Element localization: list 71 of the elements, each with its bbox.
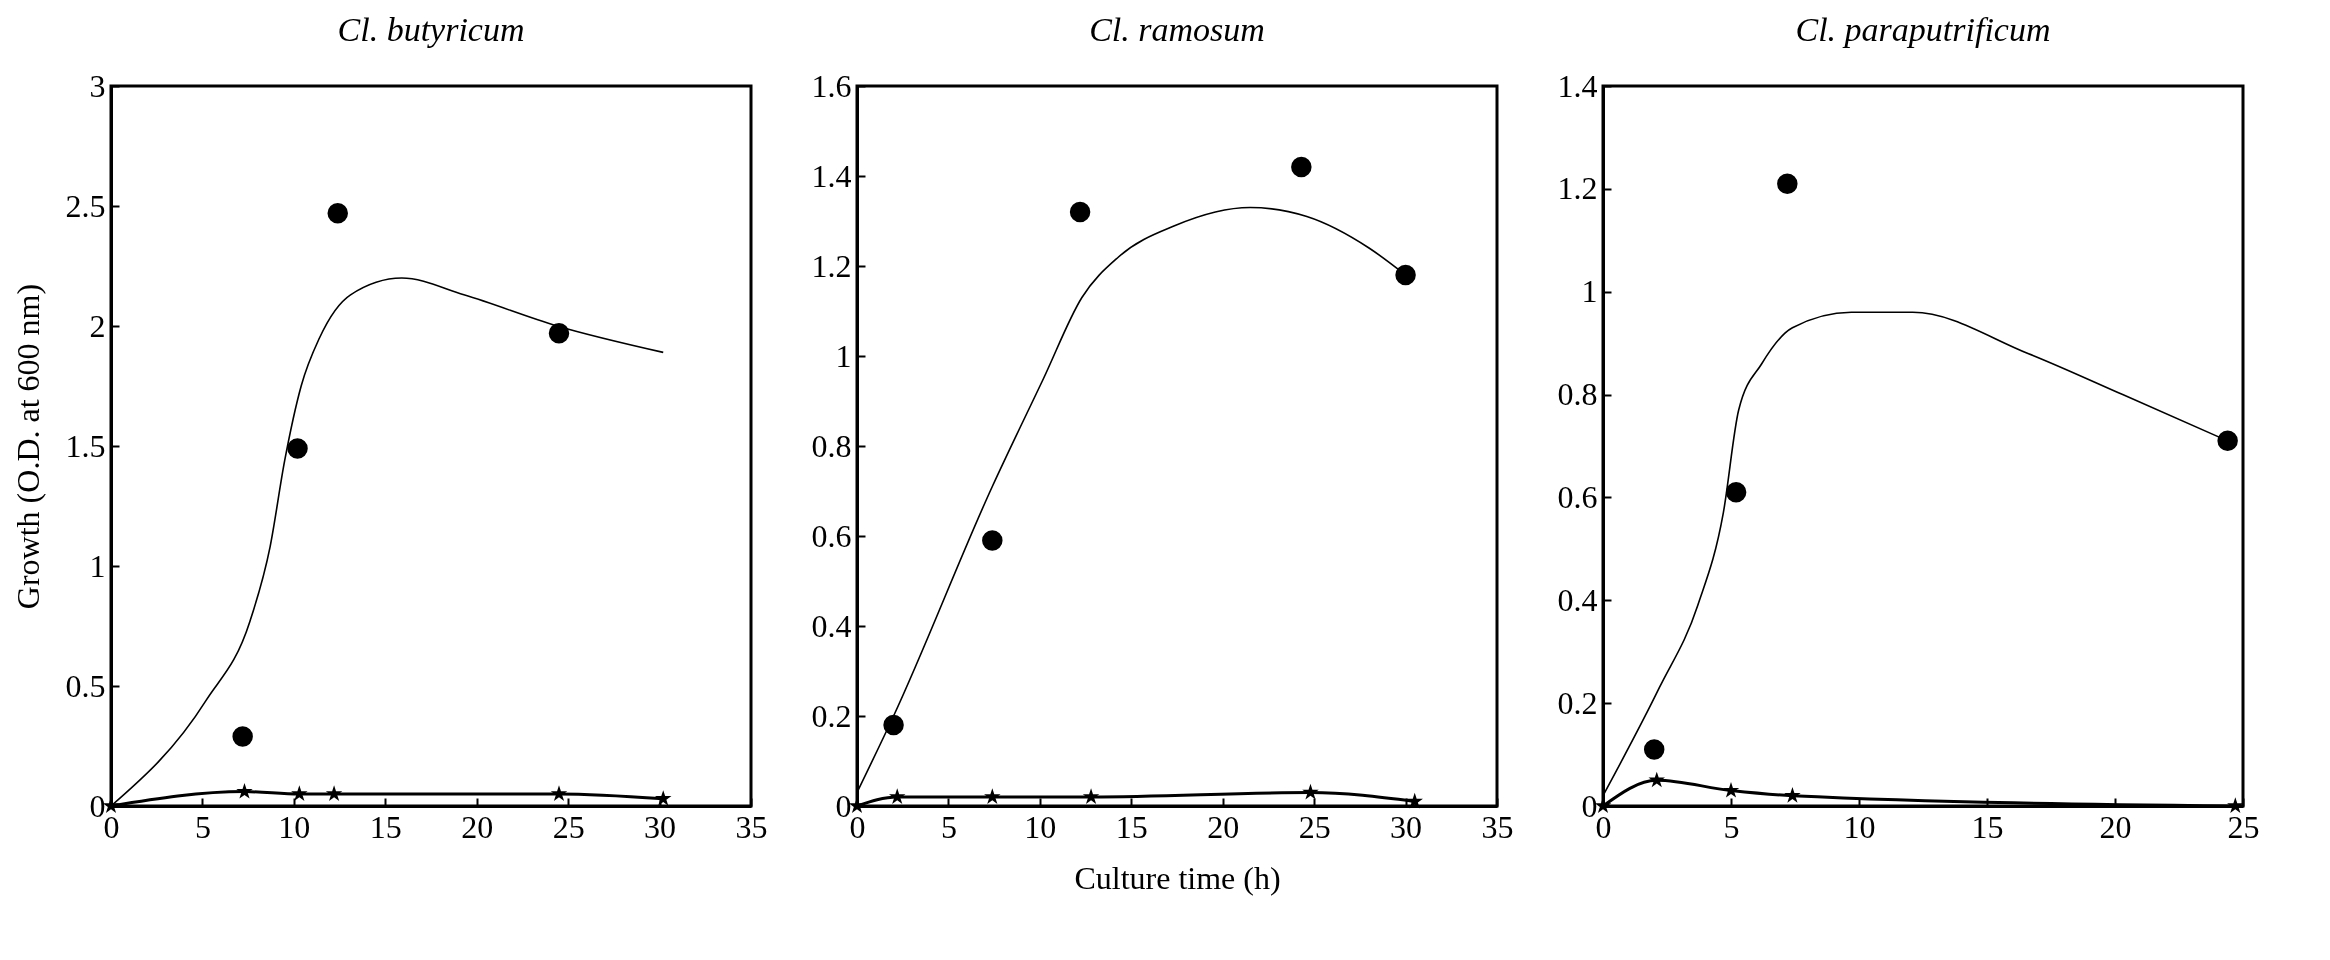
y-tick-label: 2 xyxy=(89,307,106,344)
point xyxy=(1406,792,1423,809)
point xyxy=(1069,201,1091,223)
y-tick-label: 1 xyxy=(835,337,852,374)
point xyxy=(232,726,253,747)
y-tick-label: 2.5 xyxy=(65,187,106,224)
y-tick-label: 0.2 xyxy=(1557,684,1598,721)
y-tick-label: 1.6 xyxy=(811,67,852,104)
y-tick-label: 0.4 xyxy=(1557,581,1598,618)
x-tick-label: 10 xyxy=(1843,808,1876,845)
y-tick-label: 0.6 xyxy=(1557,478,1598,515)
y-tick-label: 0.8 xyxy=(811,427,852,464)
y-tick-label: 1.2 xyxy=(1557,170,1598,207)
y-tick-label: 1.4 xyxy=(1557,67,1598,104)
point xyxy=(1784,787,1801,803)
x-tick-label: 15 xyxy=(1115,808,1148,845)
point xyxy=(1722,781,1740,798)
y-tick-label: 3 xyxy=(89,67,106,104)
x-tick-label: 10 xyxy=(1024,808,1057,845)
x-tick-label: 25 xyxy=(1298,808,1331,845)
x-tick-label: 35 xyxy=(1481,808,1514,845)
x-axis-title: Culture time (h) xyxy=(1074,859,1281,896)
point xyxy=(1082,788,1100,805)
point xyxy=(548,322,570,344)
point xyxy=(888,788,906,805)
x-tick-label: 35 xyxy=(735,808,768,845)
y-tick-label: 1 xyxy=(89,547,106,584)
y-tick-label: 1.2 xyxy=(811,247,852,284)
x-tick-label: 20 xyxy=(1207,808,1240,845)
chart-title: Cl. butyricum xyxy=(337,11,525,48)
chart-title: Cl. ramosum xyxy=(1089,11,1265,48)
y-tick-label: 1.4 xyxy=(811,157,852,194)
point xyxy=(2227,797,2244,814)
point xyxy=(1291,156,1312,178)
x-tick-label: 15 xyxy=(1971,808,2004,845)
point xyxy=(1643,739,1665,760)
y-tick-label: 0.4 xyxy=(811,607,852,644)
point xyxy=(291,785,308,802)
x-tick-label: 10 xyxy=(278,808,311,845)
x-tick-label: 5 xyxy=(194,808,211,845)
chart-title: Cl. paraputrificum xyxy=(1795,11,2051,48)
point xyxy=(984,788,1001,805)
x-tick-label: 5 xyxy=(1723,808,1740,845)
point xyxy=(1777,173,1798,194)
point xyxy=(287,438,308,459)
point xyxy=(1395,264,1416,286)
point xyxy=(654,790,672,806)
x-tick-label: 30 xyxy=(1390,808,1423,845)
x-tick-label: 20 xyxy=(461,808,494,845)
point xyxy=(236,782,253,799)
y-tick-label: 0.5 xyxy=(65,667,106,704)
point xyxy=(982,530,1003,551)
y-tick-label: 1 xyxy=(1581,273,1598,310)
y-tick-label: 0.6 xyxy=(811,517,852,554)
x-tick-label: 15 xyxy=(369,808,402,845)
y-axis-title: Growth (O.D. at 600 nm) xyxy=(9,283,46,610)
point xyxy=(1725,482,1747,503)
x-tick-label: 20 xyxy=(2099,808,2132,845)
y-tick-label: 0.8 xyxy=(1557,376,1598,413)
point xyxy=(327,202,348,224)
x-tick-label: 30 xyxy=(644,808,677,845)
point xyxy=(2217,430,2238,452)
point xyxy=(550,785,568,802)
point xyxy=(1648,771,1665,788)
y-tick-label: 0.2 xyxy=(811,697,852,734)
x-tick-label: 5 xyxy=(940,808,957,845)
point xyxy=(1302,783,1319,800)
point xyxy=(325,785,343,802)
x-tick-label: 25 xyxy=(552,808,585,845)
y-tick-label: 1.5 xyxy=(65,427,106,464)
x-tick-label: 25 xyxy=(2227,808,2260,845)
